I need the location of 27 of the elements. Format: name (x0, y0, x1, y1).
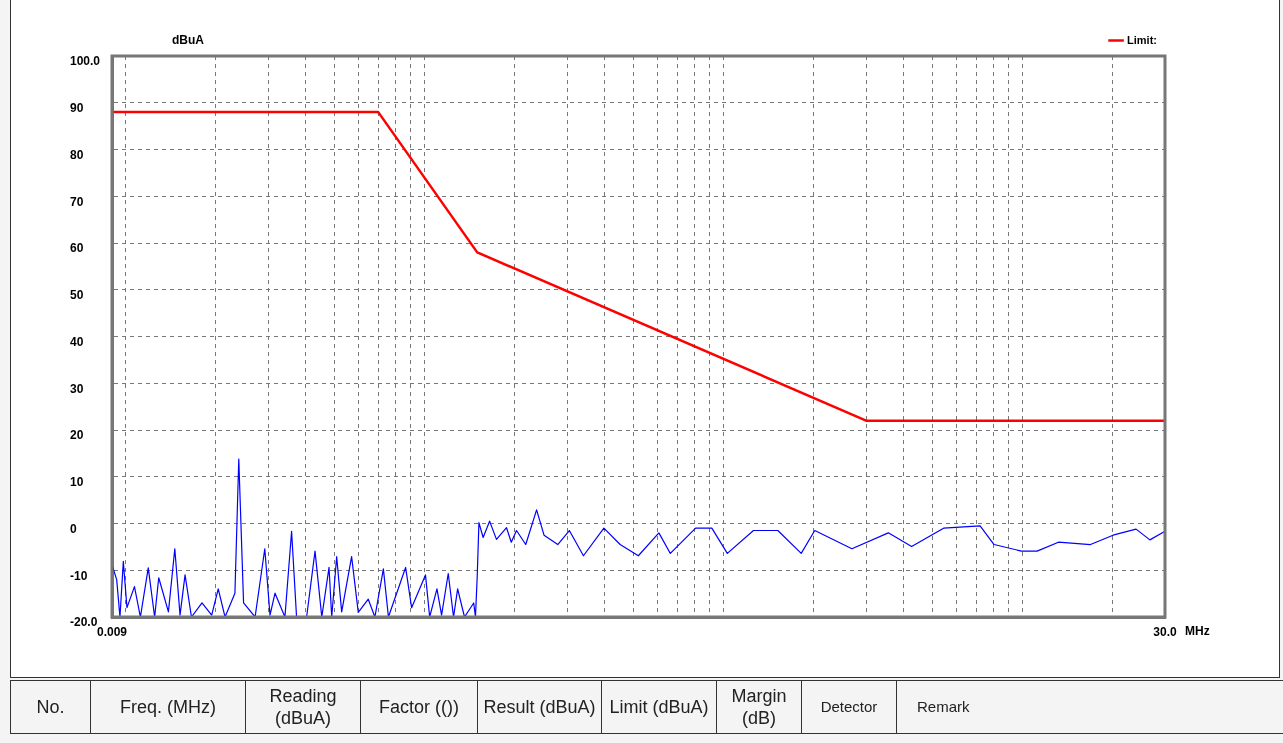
y-tick-label: -10 (70, 568, 88, 583)
y-tick-label: 70 (70, 194, 84, 209)
y-axis-title: dBuA (172, 33, 205, 48)
text: Factor (()) (360, 680, 478, 734)
y-tick-label: 0 (70, 521, 77, 536)
text: Result (dBuA) (477, 680, 602, 734)
text: Margin (dB) (716, 680, 802, 734)
y-tick-label: 60 (70, 241, 84, 256)
x-tick-label: 30.0 (1153, 624, 1177, 639)
y-tick-label: 80 (70, 147, 84, 162)
y-tick-label: 30 (70, 381, 84, 396)
y-tick-label: -20.0 (70, 615, 98, 630)
y-tick-label: 100.0 (70, 54, 101, 69)
y-tick-label: 40 (70, 334, 84, 349)
y-tick-label: 90 (70, 101, 84, 116)
text: Remark (896, 680, 1283, 734)
y-tick-label: 10 (70, 475, 84, 490)
y-tick-label: 50 (70, 288, 84, 303)
text: Detector (801, 680, 897, 734)
x-axis-title: MHz (1185, 624, 1210, 639)
y-tick-label: 20 (70, 428, 84, 443)
x-tick-label: 0.009 (96, 624, 128, 639)
text: No. (10, 680, 91, 734)
text: Reading (dBuA) (245, 680, 361, 734)
legend-label: Limit: (1127, 33, 1158, 46)
text: Freq. (MHz) (90, 680, 246, 734)
text: Limit (dBuA) (601, 680, 717, 734)
